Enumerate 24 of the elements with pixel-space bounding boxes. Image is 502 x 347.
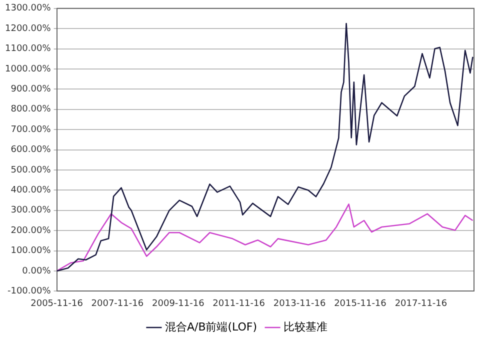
x-tick-label: 2011-11-16 bbox=[212, 298, 266, 309]
x-tick-label: 2009-11-16 bbox=[152, 298, 205, 309]
x-tick-label: 2007-11-16 bbox=[91, 298, 144, 309]
y-tick-label: 700.00% bbox=[10, 124, 52, 135]
y-tick-label: 0.00% bbox=[22, 266, 52, 276]
y-tick-label: 1100.00% bbox=[4, 44, 52, 54]
y-tick-label: -100.00% bbox=[7, 286, 52, 297]
y-tick-label: 400.00% bbox=[10, 186, 52, 196]
y-tick-label: 1300.00% bbox=[4, 4, 52, 14]
x-tick-label: 2017-11-16 bbox=[394, 298, 448, 309]
y-tick-label: 1200.00% bbox=[4, 24, 52, 34]
y-tick-label: 800.00% bbox=[10, 104, 52, 115]
x-tick-label: 2015-11-16 bbox=[334, 298, 387, 309]
y-tick-label: 300.00% bbox=[10, 206, 52, 216]
x-tick-label: 2013-11-16 bbox=[273, 298, 326, 309]
legend-label: 比较基准 bbox=[284, 320, 328, 334]
y-tick-label: 600.00% bbox=[10, 145, 52, 156]
y-tick-label: 500.00% bbox=[10, 165, 52, 176]
legend-label: 混合A/B前端(LOF) bbox=[164, 320, 258, 334]
y-tick-label: 900.00% bbox=[10, 84, 52, 95]
y-tick-label: 1000.00% bbox=[4, 64, 52, 74]
x-tick-label: 2005-11-16 bbox=[30, 298, 84, 309]
y-tick-label: 100.00% bbox=[10, 246, 52, 256]
y-tick-label: 200.00% bbox=[10, 226, 52, 236]
